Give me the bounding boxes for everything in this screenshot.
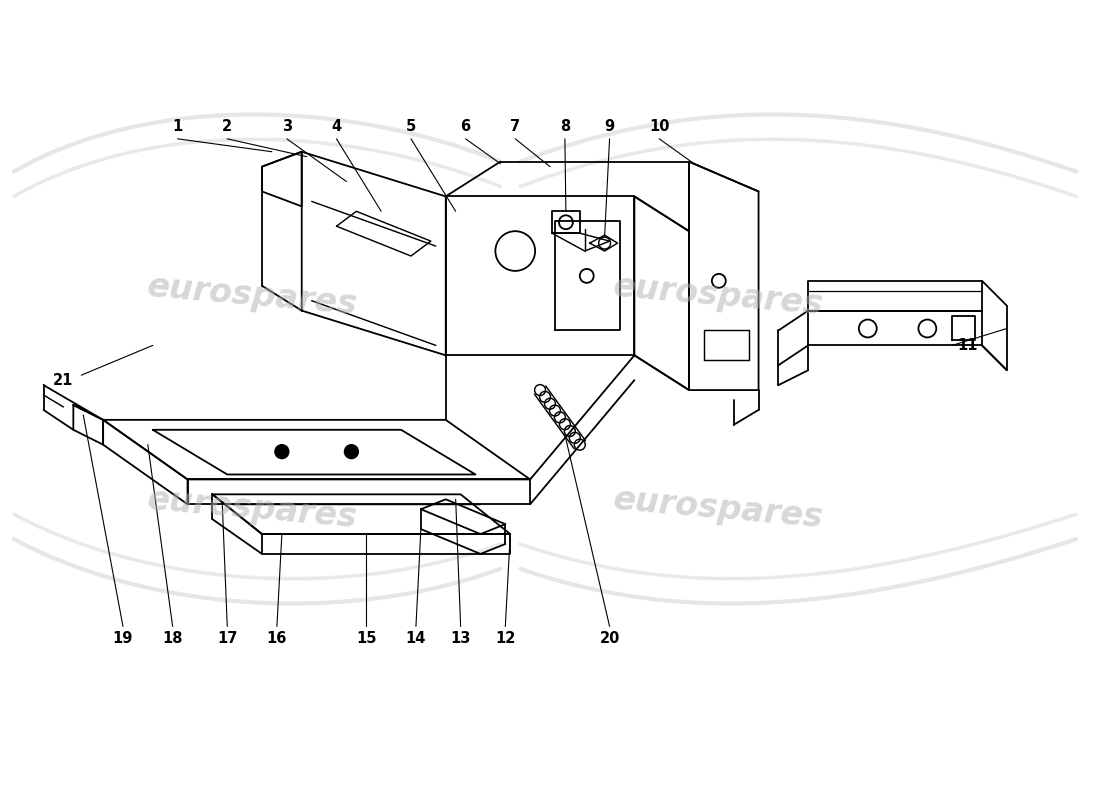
Circle shape [344,445,359,458]
Text: 13: 13 [450,631,471,646]
Text: 12: 12 [495,631,516,646]
Text: 5: 5 [406,119,416,134]
Text: 6: 6 [461,119,471,134]
Text: 21: 21 [53,373,74,388]
Text: 20: 20 [600,631,619,646]
Text: 2: 2 [222,119,232,134]
Text: eurospares: eurospares [613,484,825,535]
Text: 11: 11 [957,338,977,353]
Text: eurospares: eurospares [613,270,825,322]
Text: 1: 1 [173,119,183,134]
Text: eurospares: eurospares [145,484,359,535]
Text: eurospares: eurospares [145,270,359,322]
Text: 17: 17 [217,631,238,646]
Text: 7: 7 [510,119,520,134]
Text: 4: 4 [331,119,342,134]
Text: 18: 18 [163,631,183,646]
Text: 10: 10 [649,119,670,134]
Text: 14: 14 [406,631,426,646]
Text: 16: 16 [266,631,287,646]
Text: 3: 3 [282,119,292,134]
Text: 19: 19 [113,631,133,646]
Text: 8: 8 [560,119,570,134]
Text: 15: 15 [356,631,376,646]
Text: 9: 9 [605,119,615,134]
Circle shape [275,445,289,458]
